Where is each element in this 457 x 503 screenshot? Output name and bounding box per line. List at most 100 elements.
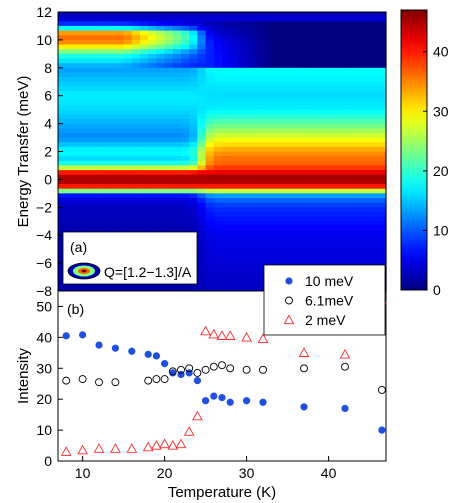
heatmap-cell [254,109,264,115]
heatmap-cell [254,165,264,171]
heatmap-cell [156,188,166,194]
heatmap-cell [90,44,100,50]
heatmap-cell [58,188,67,194]
heatmap-cell [328,114,338,120]
heatmap-cell [336,211,346,218]
heatmap-cell [271,146,280,153]
heatmap-cell [181,137,190,143]
heatmap-cell [205,179,215,185]
data-point [243,397,251,405]
heatmap-cell [140,146,149,153]
heatmap-cell [156,12,166,18]
heatmap-cell [66,221,75,227]
heatmap-cell [279,86,289,92]
heatmap-cell [213,35,223,41]
heatmap-cell [279,81,289,87]
heatmap-cell [263,132,272,139]
heatmap-cell [82,137,92,143]
heatmap-cell [74,221,84,227]
heatmap-cell [353,105,362,111]
heatmap-cell [328,258,338,264]
heatmap-cell [304,142,313,148]
heatmap-cell [99,105,108,111]
heatmap-cell [312,188,321,194]
data-point [144,350,152,358]
heatmap-cell [377,118,387,125]
heatmap-cell [205,170,215,176]
heatmap-cell [361,244,371,250]
heatmap-cell [312,39,321,46]
heatmap-cell [377,21,387,27]
heatmap-cell [279,202,289,208]
heatmap-cell [369,81,379,87]
heatmap-cell [369,49,379,55]
heatmap-cell [205,267,215,273]
heatmap-cell [328,198,338,204]
heatmap-cell [205,132,215,139]
heatmap-cell [99,193,108,199]
heatmap-cell [181,207,190,213]
heatmap-cell [312,170,321,176]
series-1 [62,361,386,394]
heatmap-cell [115,202,125,208]
heatmap-cell [140,53,149,60]
heatmap-cell [222,142,231,148]
heatmap-cell [246,221,256,227]
heatmap-cell [197,225,207,232]
heatmap-cell [115,77,125,83]
data-point [111,378,120,387]
heatmap-cell [58,253,67,260]
heatmap-cell [377,39,387,46]
heatmap-cell [271,63,280,69]
heatmap-cell [82,202,92,208]
heatmap-cell [181,12,190,18]
heatmap-cell [197,53,207,60]
heatmap-cell [222,258,231,264]
heatmap-cell [74,44,84,50]
heatmap-cell [279,249,289,255]
heatmap-cell [361,91,371,97]
heatmap-cell [197,188,207,194]
heatmap-cell [74,67,84,74]
heatmap-cell [82,91,92,97]
heatmap-cell [246,225,256,232]
heatmap-cell [246,12,256,18]
heatmap-cell [238,30,248,36]
heatmap-cell [328,67,338,74]
heatmap-cell [238,221,248,227]
heatmap-cell [361,202,371,208]
heatmap-cell [131,118,141,125]
heatmap-cell [99,72,108,78]
heatmap-cell [312,249,321,255]
heatmap-cell [58,105,67,111]
heatmap-cell [345,174,354,180]
heatmap-cell [254,211,264,218]
heatmap-cell [107,211,116,218]
heatmap-cell [304,253,313,260]
heatmap-cell [222,118,231,125]
heatmap-cell [222,230,231,236]
heatmap-cell [164,35,174,41]
heatmap-cell [140,105,149,111]
heatmap-cell [131,63,141,69]
y-tick-label: 10 [36,32,52,48]
heatmap-cell [123,58,133,64]
heatmap-cell [312,211,321,218]
heatmap-cell [304,165,313,171]
heatmap-cell [66,63,75,69]
heatmap-cell [304,77,313,83]
heatmap-cell [74,142,84,148]
heatmap-cell [246,230,256,236]
heatmap-cell [377,132,387,139]
heatmap-cell [345,207,354,213]
heatmap-cell [238,44,248,50]
heatmap-cell [82,53,92,60]
heatmap-cell [148,160,157,167]
heatmap-cell [90,132,100,139]
y-tick-label: 4 [44,116,52,132]
heatmap-cell [140,114,149,120]
heatmap-cell [189,286,198,292]
heatmap-cell [320,142,330,148]
heatmap-cell [320,35,330,41]
heatmap-cell [238,184,248,190]
